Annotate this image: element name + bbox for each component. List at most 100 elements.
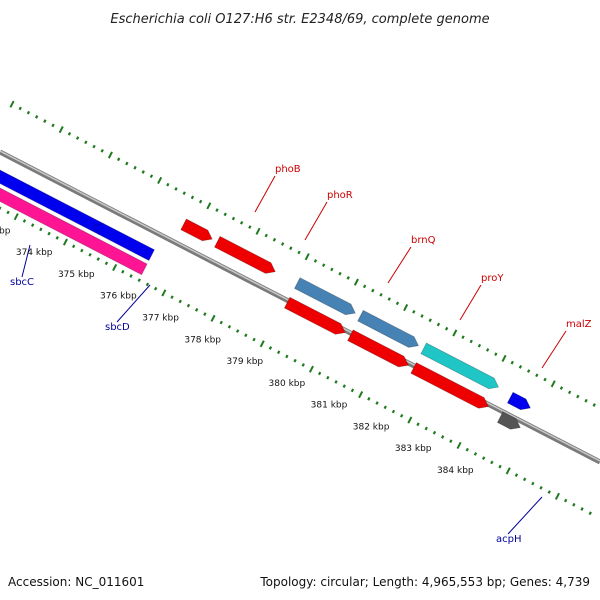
inner-tick	[505, 467, 511, 475]
leader-malZ	[541, 330, 567, 369]
outer-tick	[485, 348, 490, 352]
outer-tick	[51, 123, 55, 128]
inner-tick	[62, 238, 68, 246]
gene-track	[0, 169, 531, 430]
scale-label: 378 kbp	[184, 335, 221, 345]
outer-tick	[67, 132, 72, 136]
inner-tick	[473, 452, 478, 456]
gene-acpH	[496, 411, 521, 430]
inner-tick	[334, 380, 338, 384]
outer-tick	[215, 208, 219, 212]
inner-tick	[145, 282, 150, 287]
leader-acpH	[507, 496, 543, 535]
accession-text: Accession: NC_011601	[8, 575, 144, 589]
outer-tick	[452, 329, 458, 337]
outer-tick	[501, 354, 507, 362]
outer-tick	[535, 373, 539, 378]
gene-label-brnQ: brnQ	[411, 235, 436, 246]
outer-tick	[371, 288, 375, 293]
inner-tick	[531, 481, 535, 486]
inner-tick	[153, 286, 158, 291]
scale-label: 379 kbp	[226, 357, 263, 367]
gene-unnamed-7	[283, 296, 346, 335]
outer-tick	[321, 263, 326, 268]
leader-brnQ	[387, 246, 412, 284]
inner-tick	[6, 210, 10, 215]
outer-tick	[231, 216, 236, 221]
inner-tick	[432, 430, 437, 435]
outer-tick	[92, 144, 96, 149]
outer-tick	[84, 140, 88, 145]
leader-sbcD	[116, 284, 151, 323]
outer-tick	[255, 227, 261, 235]
inner-tick	[244, 333, 248, 338]
inner-tick	[375, 401, 379, 405]
outer-tick	[107, 151, 113, 159]
outer-tick	[198, 199, 203, 204]
inner-tick	[522, 477, 527, 482]
inner-tick	[104, 261, 109, 266]
inner-tick	[276, 350, 281, 355]
scale-label: 373 kbp	[0, 227, 11, 237]
outer-tick	[550, 380, 556, 388]
outer-tick	[125, 161, 129, 166]
inner-tick-track	[0, 206, 592, 516]
inner-tick	[293, 358, 297, 363]
inner-tick	[259, 340, 265, 348]
gene-unnamed-2	[0, 187, 148, 276]
inner-tick	[137, 278, 141, 283]
inner-tick	[301, 363, 305, 367]
scale-label: 380 kbp	[269, 379, 306, 389]
inner-tick	[30, 223, 35, 227]
outer-tick	[75, 136, 80, 140]
outer-tick	[223, 212, 227, 217]
inner-tick	[47, 231, 51, 236]
outer-tick	[379, 293, 383, 297]
outer-tick	[133, 165, 137, 170]
inner-tick	[308, 365, 314, 373]
outer-tick	[166, 182, 170, 187]
outer-tick	[304, 253, 310, 261]
outer-tick	[584, 398, 588, 403]
inner-tick	[588, 511, 592, 516]
inner-tick	[317, 371, 322, 376]
outer-tick	[444, 326, 449, 331]
inner-tick	[367, 397, 371, 401]
inner-tick	[498, 464, 502, 469]
gene-unnamed-11	[506, 391, 531, 411]
scale-label: 376 kbp	[100, 292, 137, 302]
page-title: Escherichia coli O127:H6 str. E2348/69, …	[110, 12, 489, 27]
scale-labels: 373 kbp 374 kbp 375 kbp 376 kbp 377 kbp 378 k…	[0, 227, 474, 476]
gene-phoB	[180, 218, 213, 242]
gene-label-proY: proY	[481, 273, 504, 284]
inner-tick	[407, 416, 413, 424]
gene-labels: sbcC sbcD phoB phoR brnQ proY malZ acpH	[10, 164, 592, 545]
outer-tick	[395, 301, 400, 306]
gene-sbcD	[93, 223, 155, 262]
gene-label-phoB: phoB	[275, 164, 301, 175]
outer-tick	[100, 148, 104, 153]
outer-tick	[206, 202, 212, 210]
inner-tick	[210, 314, 216, 322]
inner-tick	[71, 244, 76, 249]
inner-tick	[235, 329, 240, 333]
inner-tick	[121, 269, 125, 274]
inner-tick	[350, 388, 355, 393]
outer-tick	[313, 259, 318, 263]
inner-tick	[112, 263, 118, 272]
scale-label: 381 kbp	[311, 401, 348, 411]
outer-tick	[26, 110, 31, 115]
inner-tick	[268, 346, 273, 350]
inner-tick	[194, 308, 199, 312]
outer-tick	[387, 297, 391, 301]
outer-tick	[526, 369, 531, 373]
inner-tick	[80, 248, 84, 253]
gene-unnamed-8	[347, 329, 409, 368]
outer-tick	[239, 220, 244, 225]
gene-brnQ	[293, 277, 356, 316]
inner-tick	[129, 274, 133, 278]
outer-tick	[58, 126, 64, 134]
inner-tick	[424, 426, 428, 431]
outer-tick	[494, 352, 498, 356]
outer-tick	[289, 246, 293, 251]
